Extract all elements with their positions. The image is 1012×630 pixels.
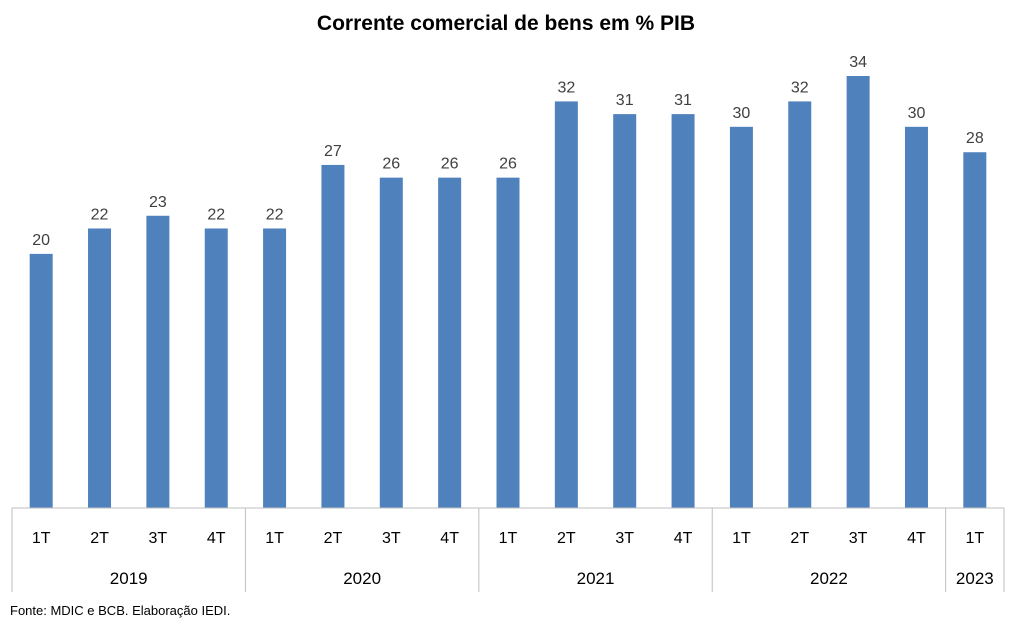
bars-layer: 20 22 23 22 22 27 26 26 26 32 31 31 30 32 34 30 28 xyxy=(29,54,987,509)
tick-label-2019-1T: 1T xyxy=(32,530,51,547)
data-label-2019-4T: 22 xyxy=(207,206,225,223)
category-axis: 1T 2T 3T 4T 2019 1T 2T 3T 4T 2020 1T 2T 3T 4T 2021 1T 2T… xyxy=(11,507,1005,592)
bar-2021-4T xyxy=(671,114,695,508)
data-label-2022-1T: 30 xyxy=(733,105,751,122)
year-label-2021: 2021 xyxy=(577,569,615,588)
bar-2020-1T xyxy=(263,228,287,508)
tick-label-2022-2T: 2T xyxy=(790,530,809,547)
bar-2020-2T xyxy=(321,164,345,509)
year-label-2023: 2023 xyxy=(956,569,994,588)
bar-2022-3T xyxy=(846,76,870,508)
tick-label-2023-1T: 1T xyxy=(965,530,984,547)
data-label-2019-3T: 23 xyxy=(149,194,167,211)
bar-2021-1T xyxy=(496,177,520,508)
bar-2022-4T xyxy=(904,126,928,508)
tick-label-2021-2T: 2T xyxy=(557,530,576,547)
tick-label-2020-4T: 4T xyxy=(440,530,459,547)
tick-label-2019-4T: 4T xyxy=(207,530,226,547)
year-label-2022: 2022 xyxy=(810,569,848,588)
data-label-2023-1T: 28 xyxy=(966,130,984,147)
year-label-2019: 2019 xyxy=(110,569,148,588)
bar-2021-2T xyxy=(554,101,578,508)
source-footnote: Fonte: MDIC e BCB. Elaboração IEDI. xyxy=(10,603,231,618)
bar-2022-2T xyxy=(788,101,812,508)
data-label-2020-4T: 26 xyxy=(441,156,459,173)
tick-label-2020-1T: 1T xyxy=(265,530,284,547)
bar-2019-4T xyxy=(204,228,228,508)
bar-2021-3T xyxy=(613,114,637,508)
tick-label-2020-3T: 3T xyxy=(382,530,401,547)
data-label-2021-1T: 26 xyxy=(499,156,517,173)
data-label-2021-2T: 32 xyxy=(557,79,575,96)
bar-2019-2T xyxy=(88,228,112,508)
data-label-2022-3T: 34 xyxy=(849,54,867,71)
data-label-2022-2T: 32 xyxy=(791,79,809,96)
tick-label-2021-4T: 4T xyxy=(674,530,693,547)
data-label-2020-3T: 26 xyxy=(382,156,400,173)
tick-label-2020-2T: 2T xyxy=(324,530,343,547)
tick-label-2019-2T: 2T xyxy=(90,530,109,547)
tick-label-2022-1T: 1T xyxy=(732,530,751,547)
tick-label-2021-3T: 3T xyxy=(615,530,634,547)
year-label-2020: 2020 xyxy=(343,569,381,588)
bar-2019-1T xyxy=(29,253,53,508)
data-label-2020-2T: 27 xyxy=(324,143,342,160)
tick-label-2022-4T: 4T xyxy=(907,530,926,547)
data-label-2019-1T: 20 xyxy=(32,232,50,249)
data-label-2021-3T: 31 xyxy=(616,92,634,109)
tick-label-2019-3T: 3T xyxy=(149,530,168,547)
chart-title: Corrente comercial de bens em % PIB xyxy=(316,12,696,35)
bar-2022-1T xyxy=(729,126,753,508)
data-label-2021-4T: 31 xyxy=(674,92,692,109)
data-label-2020-1T: 22 xyxy=(266,206,284,223)
bar-2023-1T xyxy=(963,152,987,508)
tick-label-2021-1T: 1T xyxy=(499,530,518,547)
data-label-2022-4T: 30 xyxy=(908,105,926,122)
tick-label-2022-3T: 3T xyxy=(849,530,868,547)
data-label-2019-2T: 22 xyxy=(91,206,109,223)
bar-2019-3T xyxy=(146,215,170,508)
bar-2020-4T xyxy=(438,177,462,508)
bar-2020-3T xyxy=(379,177,403,508)
